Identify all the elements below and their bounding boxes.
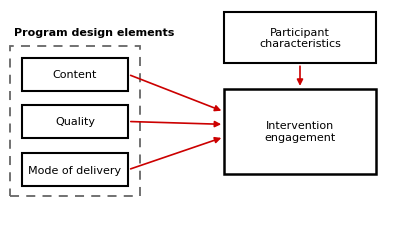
- FancyBboxPatch shape: [224, 13, 376, 64]
- FancyBboxPatch shape: [22, 153, 128, 187]
- FancyBboxPatch shape: [22, 58, 128, 92]
- Text: Content: Content: [53, 70, 97, 80]
- Text: Quality: Quality: [55, 117, 95, 127]
- Text: Program design elements: Program design elements: [14, 28, 174, 38]
- FancyBboxPatch shape: [22, 105, 128, 139]
- FancyBboxPatch shape: [224, 89, 376, 174]
- Text: Participant
characteristics: Participant characteristics: [259, 28, 341, 49]
- Text: Intervention
engagement: Intervention engagement: [264, 121, 336, 142]
- Text: Mode of delivery: Mode of delivery: [28, 165, 122, 175]
